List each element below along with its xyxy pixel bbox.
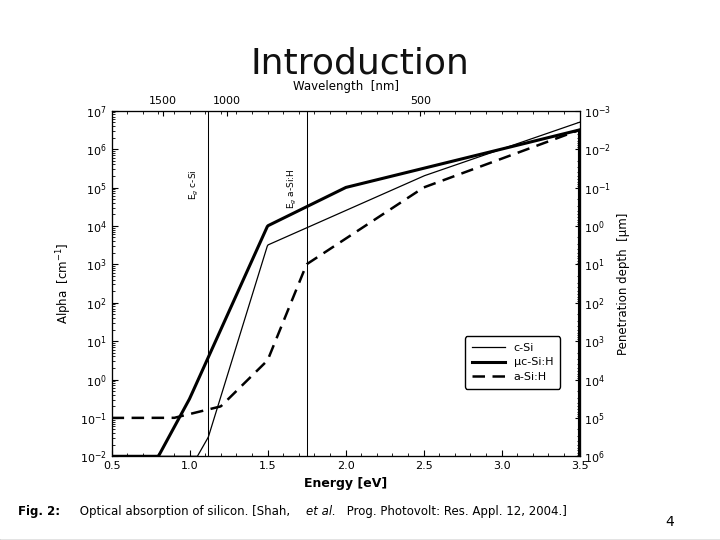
μc-Si:H: [192, 382, 200, 388]
Line: a-Si:H: a-Si:H: [112, 127, 588, 418]
a-Si:H: [583, 124, 592, 130]
X-axis label: Wavelength  [nm]: Wavelength [nm]: [292, 80, 399, 93]
c-Si: [230, 351, 238, 357]
a-Si:H: [107, 415, 116, 421]
μc-Si:H: [425, 164, 433, 170]
Text: 4: 4: [665, 515, 674, 529]
c-Si: [192, 453, 200, 460]
μc-Si:H: [387, 173, 396, 179]
a-Si:H: [323, 248, 331, 254]
Text: Prog. Photovolt: Res. Appl. 12, 2004.]: Prog. Photovolt: Res. Appl. 12, 2004.]: [343, 505, 567, 518]
Text: E$_g$ c-Si: E$_g$ c-Si: [187, 169, 200, 200]
μc-Si:H: [323, 193, 331, 200]
c-Si: [425, 171, 433, 177]
a-Si:H: [425, 182, 433, 188]
μc-Si:H: [230, 297, 238, 303]
a-Si:H: [192, 409, 200, 416]
a-Si:H: [387, 205, 396, 212]
a-Si:H: [466, 167, 474, 174]
c-Si: [583, 116, 592, 123]
μc-Si:H: [107, 453, 116, 460]
c-Si: [107, 453, 116, 460]
μc-Si:H: [575, 127, 584, 133]
c-Si: [466, 157, 474, 163]
c-Si: [387, 187, 396, 193]
Text: et al.: et al.: [306, 505, 336, 518]
Text: E$_g$ a-Si:H: E$_g$ a-Si:H: [286, 169, 299, 210]
Legend: c-Si, μc-Si:H, a-Si:H: c-Si, μc-Si:H, a-Si:H: [465, 336, 560, 389]
X-axis label: Energy [eV]: Energy [eV]: [304, 477, 387, 490]
Text: Fig. 2:: Fig. 2:: [18, 505, 60, 518]
Text: Optical absorption of silicon. [Shah,: Optical absorption of silicon. [Shah,: [76, 505, 294, 518]
Line: μc-Si:H: μc-Si:H: [112, 130, 588, 540]
Line: c-Si: c-Si: [112, 119, 588, 456]
Y-axis label: Penetration depth  [μm]: Penetration depth [μm]: [617, 212, 630, 355]
c-Si: [323, 215, 331, 222]
μc-Si:H: [466, 154, 474, 160]
Text: Introduction: Introduction: [251, 47, 469, 81]
a-Si:H: [230, 390, 238, 397]
Y-axis label: Alpha  [cm$^{-1}$]: Alpha [cm$^{-1}$]: [55, 242, 74, 325]
